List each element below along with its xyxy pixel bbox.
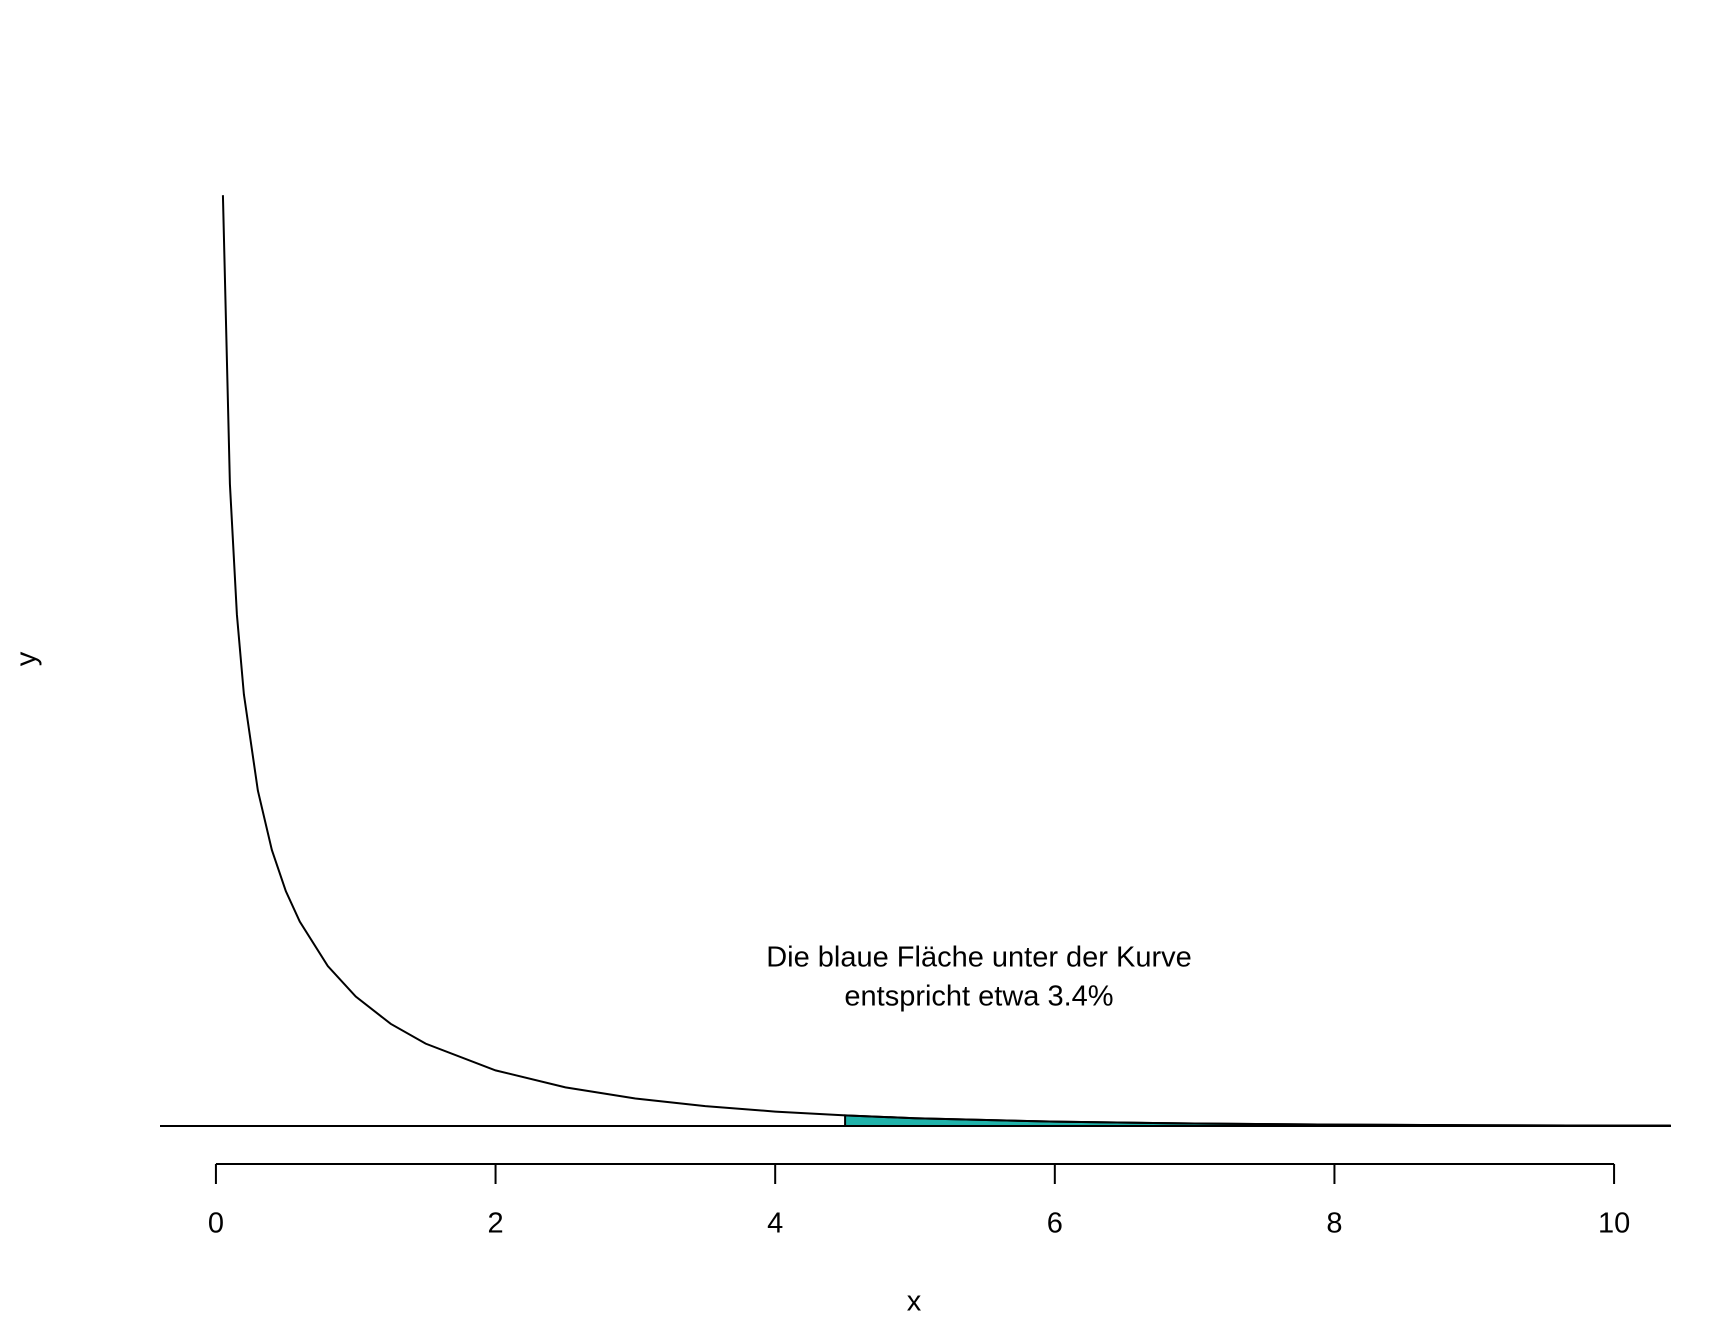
x-tick-label: 6	[1047, 1208, 1063, 1240]
y-axis-label: y	[11, 651, 43, 666]
density-curve	[221, 195, 1671, 1127]
x-axis-label: x	[907, 1286, 922, 1318]
annotation: Die blaue Fläche unter der Kurve	[766, 942, 1192, 974]
x-tick-label: 0	[208, 1208, 224, 1240]
x-tick-label: 4	[767, 1208, 783, 1240]
x-tick-label: 2	[487, 1208, 503, 1240]
x-tick-label: 8	[1326, 1208, 1342, 1240]
annotation: entspricht etwa 3.4%	[844, 981, 1113, 1013]
x-tick-label: 10	[1598, 1208, 1630, 1240]
